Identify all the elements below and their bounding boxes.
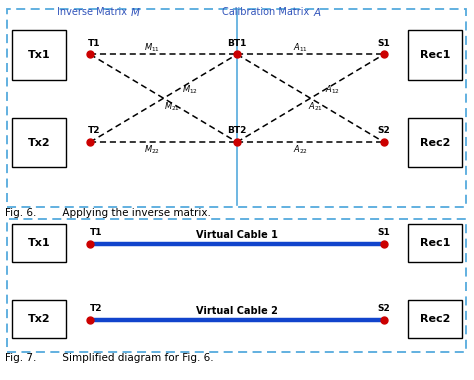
Bar [408, 118, 462, 167]
Text: S2: S2 [378, 304, 390, 313]
Text: T1: T1 [88, 38, 100, 48]
Text: Rec2: Rec2 [419, 314, 450, 324]
Text: $M_{11}$: $M_{11}$ [144, 41, 160, 54]
Text: $M_{22}$: $M_{22}$ [144, 143, 160, 155]
Bar [408, 300, 462, 338]
Text: Tx2: Tx2 [28, 314, 50, 324]
Text: Calibration Matrix: Calibration Matrix [222, 7, 313, 17]
Text: $M_{12}$: $M_{12}$ [182, 84, 199, 96]
Text: BT2: BT2 [228, 126, 246, 135]
Text: Rec1: Rec1 [419, 50, 450, 60]
Text: $A_{11}$: $A_{11}$ [293, 41, 309, 54]
Text: S2: S2 [378, 126, 390, 135]
Text: $A_{22}$: $A_{22}$ [293, 143, 309, 155]
Text: $A_{12}$: $A_{12}$ [325, 84, 340, 96]
Bar [12, 118, 66, 167]
Text: Tx1: Tx1 [28, 238, 50, 248]
Text: Rec2: Rec2 [419, 138, 450, 147]
Text: S1: S1 [378, 228, 390, 237]
Text: T2: T2 [90, 304, 102, 313]
Text: Fig. 6.        Applying the inverse matrix.: Fig. 6. Applying the inverse matrix. [5, 208, 210, 218]
Text: Fig. 7.        Simplified diagram for Fig. 6.: Fig. 7. Simplified diagram for Fig. 6. [5, 353, 213, 363]
Text: Virtual Cable 2: Virtual Cable 2 [196, 306, 278, 316]
Text: $A$: $A$ [313, 6, 322, 18]
Text: $M$: $M$ [130, 6, 141, 18]
Text: Virtual Cable 1: Virtual Cable 1 [196, 230, 278, 240]
Bar [12, 300, 66, 338]
Text: T2: T2 [88, 126, 100, 135]
Bar [408, 30, 462, 80]
Text: $A_{21}$: $A_{21}$ [308, 101, 323, 113]
Text: Tx1: Tx1 [28, 50, 50, 60]
Bar [12, 30, 66, 80]
Text: T1: T1 [90, 228, 102, 237]
Bar [408, 224, 462, 262]
Text: Inverse Matrix: Inverse Matrix [57, 7, 130, 17]
Text: Rec1: Rec1 [419, 238, 450, 248]
Text: BT1: BT1 [228, 38, 246, 48]
Text: Tx2: Tx2 [28, 138, 50, 147]
Bar [12, 224, 66, 262]
Text: S1: S1 [378, 38, 390, 48]
Text: $M_{21}$: $M_{21}$ [164, 101, 180, 113]
